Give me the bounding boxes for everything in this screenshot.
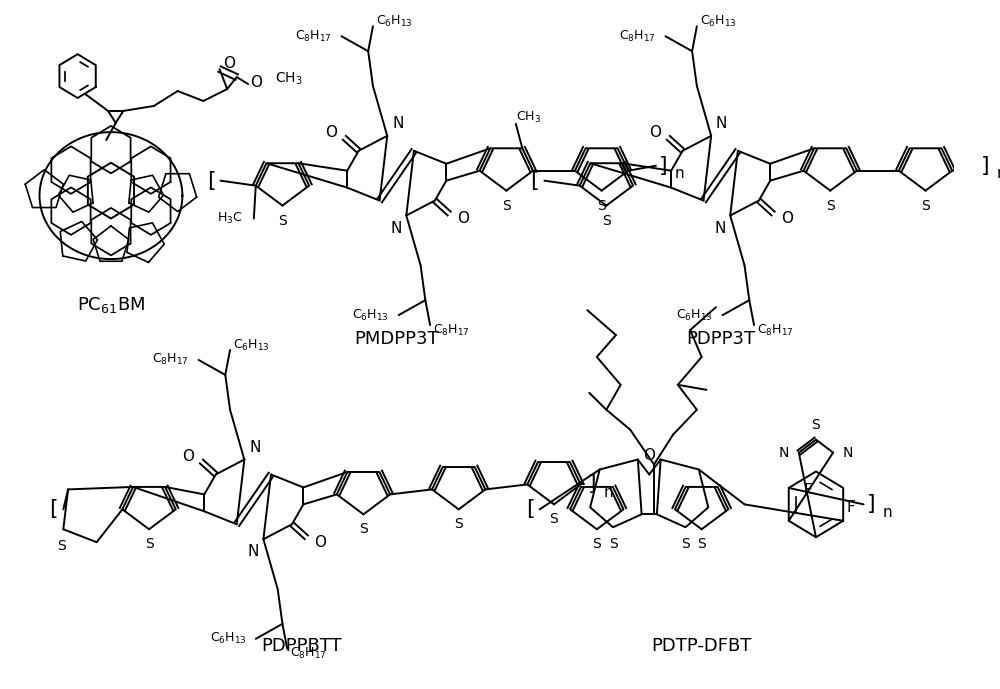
Text: PC$_{61}$BM: PC$_{61}$BM: [77, 295, 145, 315]
Text: N: N: [714, 220, 725, 236]
Text: O: O: [325, 125, 337, 141]
Text: N: N: [843, 446, 853, 460]
Text: N: N: [716, 116, 727, 131]
Text: S: S: [681, 537, 690, 551]
Text: O: O: [781, 211, 793, 226]
Text: F: F: [804, 484, 813, 498]
Text: H$_3$C: H$_3$C: [217, 211, 242, 226]
Text: N: N: [249, 440, 260, 455]
Text: [: [: [207, 171, 215, 191]
Text: S: S: [592, 537, 601, 551]
Text: S: S: [812, 418, 820, 431]
Text: n: n: [883, 505, 892, 520]
Text: O: O: [457, 211, 469, 226]
Text: S: S: [609, 537, 617, 551]
Text: ]: ]: [659, 156, 668, 176]
Text: S: S: [602, 214, 611, 227]
Text: C$_8$H$_{17}$: C$_8$H$_{17}$: [152, 352, 189, 367]
Text: C$_8$H$_{17}$: C$_8$H$_{17}$: [433, 322, 470, 338]
Text: n: n: [604, 485, 613, 500]
Text: PDPPBTT: PDPPBTT: [261, 637, 342, 655]
Text: S: S: [454, 517, 463, 531]
Text: O: O: [250, 74, 262, 90]
Text: C$_6$H$_{13}$: C$_6$H$_{13}$: [376, 14, 413, 29]
Text: O: O: [223, 56, 235, 71]
Text: S: S: [826, 198, 835, 213]
Text: C$_8$H$_{17}$: C$_8$H$_{17}$: [757, 322, 794, 338]
Text: S: S: [502, 198, 511, 213]
Text: [: [: [526, 500, 534, 520]
Text: N: N: [390, 220, 402, 236]
Text: ]: ]: [867, 494, 876, 515]
Text: n: n: [675, 166, 685, 181]
Text: N: N: [392, 116, 403, 131]
Text: PMDPP3T: PMDPP3T: [354, 330, 439, 348]
Text: S: S: [921, 198, 930, 213]
Text: CH$_3$: CH$_3$: [275, 71, 302, 88]
Text: C$_6$H$_{13}$: C$_6$H$_{13}$: [352, 307, 389, 322]
Text: C$_6$H$_{13}$: C$_6$H$_{13}$: [676, 307, 713, 322]
Text: C$_8$H$_{17}$: C$_8$H$_{17}$: [295, 29, 332, 44]
Text: CH$_3$: CH$_3$: [516, 110, 541, 125]
Text: O: O: [643, 448, 655, 462]
Text: n: n: [997, 166, 1000, 181]
Text: F: F: [846, 500, 855, 515]
Text: O: O: [314, 535, 326, 550]
Text: O: O: [649, 125, 661, 141]
Text: S: S: [57, 539, 66, 553]
Text: O: O: [182, 449, 194, 464]
Text: S: S: [550, 513, 558, 526]
Text: S: S: [697, 537, 706, 551]
Text: N: N: [779, 446, 789, 460]
Text: [: [: [531, 171, 539, 191]
Text: S: S: [278, 214, 287, 227]
Text: [: [: [49, 500, 58, 520]
Text: C$_6$H$_{13}$: C$_6$H$_{13}$: [210, 631, 246, 646]
Text: PDTP-DFBT: PDTP-DFBT: [651, 637, 752, 655]
Text: N: N: [247, 544, 259, 559]
Text: C$_6$H$_{13}$: C$_6$H$_{13}$: [700, 14, 736, 29]
Text: ]: ]: [588, 475, 596, 495]
Text: C$_6$H$_{13}$: C$_6$H$_{13}$: [233, 338, 270, 353]
Text: C$_8$H$_{17}$: C$_8$H$_{17}$: [290, 646, 327, 661]
Text: PDPP3T: PDPP3T: [686, 330, 755, 348]
Text: S: S: [597, 198, 606, 213]
Text: S: S: [145, 537, 153, 551]
Text: C$_8$H$_{17}$: C$_8$H$_{17}$: [619, 29, 656, 44]
Text: ]: ]: [981, 156, 990, 176]
Text: S: S: [359, 522, 368, 536]
